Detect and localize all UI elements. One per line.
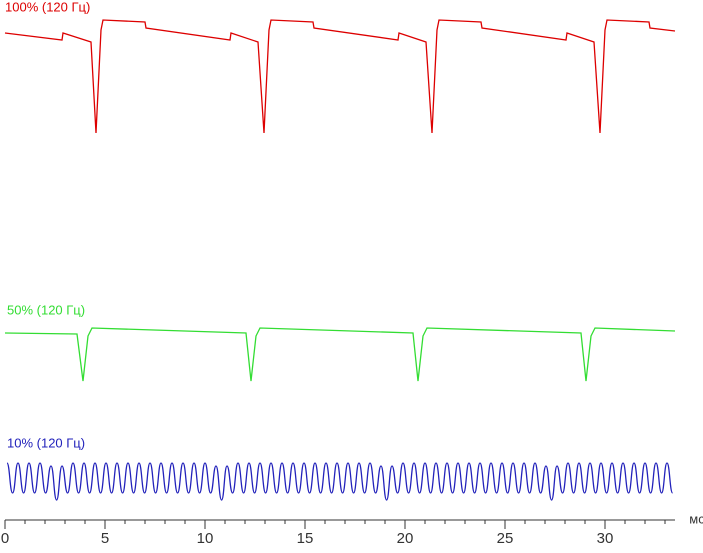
trace	[4, 327, 676, 382]
trace	[6, 462, 674, 501]
x-tick-label: 5	[101, 530, 109, 547]
trace-label: 100% (120 Гц)	[5, 0, 90, 14]
trace	[4, 19, 676, 134]
x-tick-label: 10	[197, 530, 214, 547]
x-tick-label: 15	[297, 530, 314, 547]
x-tick-label: 0	[1, 530, 9, 547]
trace-label: 10% (120 Гц)	[7, 435, 85, 450]
x-tick-label: 30	[597, 530, 614, 547]
x-axis-label: мс	[689, 511, 703, 526]
x-tick-label: 25	[497, 530, 514, 547]
trace-label: 50% (120 Гц)	[7, 302, 85, 317]
x-tick-label: 20	[397, 530, 414, 547]
